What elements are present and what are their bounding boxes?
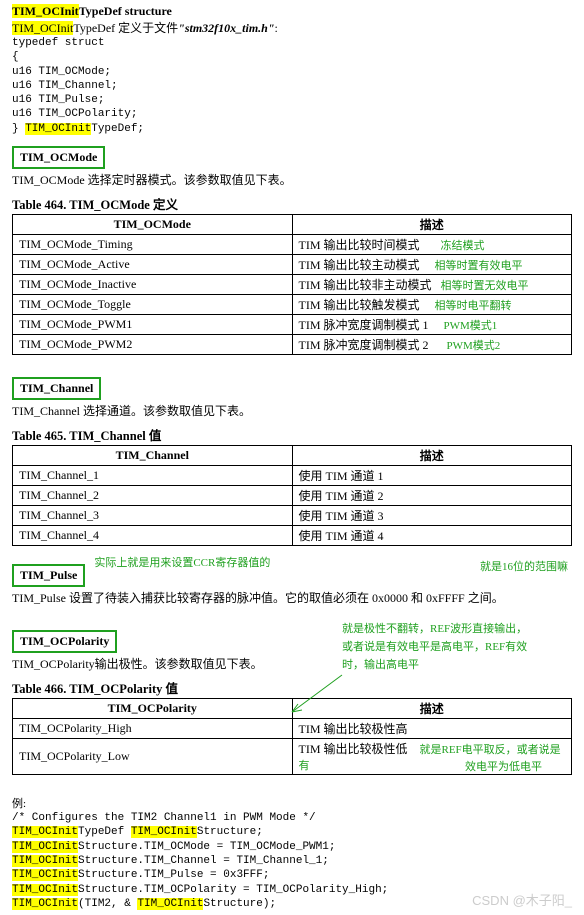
table-title-channel: Table 465. TIM_Channel 值 <box>12 425 572 444</box>
example-label: 例: <box>12 795 572 811</box>
table-row: TIM_Channel_1使用 TIM 通道 1 <box>13 466 572 486</box>
table-row: TIM_OCMode_InactiveTIM 输出比较非主动模式 相等时置无效电… <box>13 275 572 295</box>
th: 描述 <box>292 446 572 466</box>
table-row: TIM_Channel_3使用 TIM 通道 3 <box>13 506 572 526</box>
code-line: TIM_OCInitStructure.TIM_OCMode = TIM_OCM… <box>12 840 572 854</box>
annot-pol-r2: 或者说是有效电平是高电平，REF有效 <box>342 638 527 654</box>
table-channel: TIM_Channel 描述 TIM_Channel_1使用 TIM 通道 1 … <box>12 445 572 546</box>
table-row: TIM_OCMode_ToggleTIM 输出比较触发模式 相等时电平翻转 <box>13 295 572 315</box>
heading-ocmode: TIM_OCMode <box>12 146 105 169</box>
def-line: TIM_OCInitTypeDef 定义于文件"stm32f10x_tim.h"… <box>12 19 572 36</box>
desc-polarity: TIM_OCPolarity输出极性。该参数取值见下表。 <box>12 655 572 672</box>
table-title-ocmode: Table 464. TIM_OCMode 定义 <box>12 194 572 213</box>
table-row: TIM_Channel_2使用 TIM 通道 2 <box>13 486 572 506</box>
heading-pulse: TIM_Pulse <box>12 564 85 587</box>
table-row: TIM_OCMode_PWM1TIM 脉冲宽度调制模式 1 PWM模式1 <box>13 315 572 335</box>
th: 描述 <box>292 215 572 235</box>
code-line: typedef struct <box>12 36 572 50</box>
code-line: u16 TIM_Pulse; <box>12 93 572 107</box>
struct-code: typedef struct { u16 TIM_OCMode; u16 TIM… <box>12 36 572 136</box>
title-rest: TypeDef structure <box>79 4 172 18</box>
struct-title: TIM_OCInitTypeDef structure <box>12 4 572 19</box>
def-rest: TypeDef 定义于文件 <box>73 21 178 35</box>
desc-pulse: TIM_Pulse 设置了待装入捕获比较寄存器的脉冲值。它的取值必须在 0x00… <box>12 589 572 606</box>
def-colon: : <box>275 21 278 35</box>
code-line: u16 TIM_Channel; <box>12 79 572 93</box>
code-line: u16 TIM_OCPolarity; <box>12 107 572 121</box>
def-file: "stm32f10x_tim.h" <box>178 21 274 35</box>
table-row: TIM_Channel_4使用 TIM 通道 4 <box>13 526 572 546</box>
table-row: TIM_OCMode_ActiveTIM 输出比较主动模式 相等时置有效电平 <box>13 255 572 275</box>
code-line: TIM_OCInitStructure.TIM_Channel = TIM_Ch… <box>12 854 572 868</box>
table-row: TIM_OCPolarity_HighTIM 输出比较极性高 <box>13 719 572 739</box>
th: TIM_OCPolarity <box>13 699 293 719</box>
code-line: { <box>12 50 572 64</box>
table-row: TIM_OCMode_TimingTIM 输出比较时间模式 冻结模式 <box>13 235 572 255</box>
title-hl: TIM_OCInit <box>12 4 79 18</box>
code-line: u16 TIM_OCMode; <box>12 65 572 79</box>
table-ocmode: TIM_OCMode 描述 TIM_OCMode_TimingTIM 输出比较时… <box>12 214 572 355</box>
annot-pulse-16bit: 就是16位的范围嘛 <box>480 558 568 574</box>
code-line: TIM_OCInitStructure.TIM_Pulse = 0x3FFF; <box>12 868 572 882</box>
annot-pol-r3: 时，输出高电平 <box>342 656 419 672</box>
annot-pulse-ccr: 实际上就是用来设置CCR寄存器值的 <box>94 557 270 569</box>
table-title-polarity: Table 466. TIM_OCPolarity 值 <box>12 678 572 697</box>
th: TIM_Channel <box>13 446 293 466</box>
th: TIM_OCMode <box>13 215 293 235</box>
watermark: CSDN @木子阳_ <box>472 890 572 909</box>
table-row: TIM_OCMode_PWM2TIM 脉冲宽度调制模式 2 PWM模式2 <box>13 335 572 355</box>
heading-polarity: TIM_OCPolarity <box>12 630 117 653</box>
code-line: TIM_OCInitTypeDef TIM_OCInitStructure; <box>12 825 572 839</box>
desc-ocmode: TIM_OCMode 选择定时器模式。该参数取值见下表。 <box>12 171 572 188</box>
def-hl: TIM_OCInit <box>12 21 73 35</box>
heading-channel: TIM_Channel <box>12 377 101 400</box>
code-line: } TIM_OCInitTypeDef; <box>12 122 572 136</box>
desc-channel: TIM_Channel 选择通道。该参数取值见下表。 <box>12 402 572 419</box>
th: 描述 <box>292 699 572 719</box>
code-line: /* Configures the TIM2 Channel1 in PWM M… <box>12 811 572 825</box>
annot-pol-r1: 就是极性不翻转，REF波形直接输出， <box>342 620 527 636</box>
annot-pol-low2: 效电平为低电平 <box>465 758 542 774</box>
